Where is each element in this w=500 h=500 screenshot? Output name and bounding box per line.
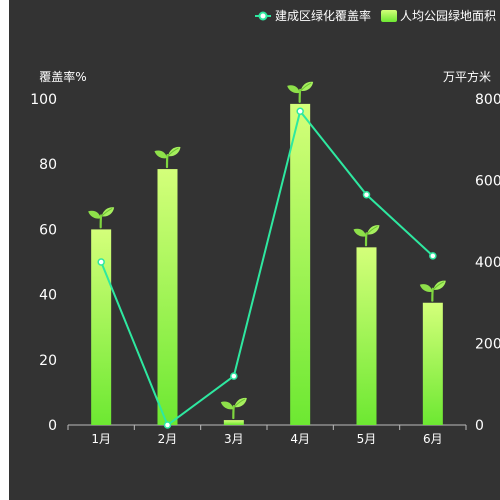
legend-line-marker-dot (258, 11, 268, 21)
line-point (362, 191, 371, 199)
bar (157, 169, 178, 425)
series-line (100, 109, 434, 427)
x-tick-label: 4月 (290, 432, 310, 446)
line-series (97, 107, 437, 429)
line-point (230, 372, 238, 380)
bar (356, 247, 377, 425)
x-tick-label: 2月 (158, 432, 178, 446)
x-tick-label: 3月 (224, 432, 244, 446)
y-left-tick-label: 80 (39, 157, 57, 173)
bar-series (91, 103, 443, 425)
legend-item-line[interactable]: 建成区绿化覆盖率 (255, 8, 371, 23)
y-right-axis: 0 200 400 600 800 (475, 92, 500, 434)
x-tick-label: 5月 (357, 432, 377, 446)
sprout-icons (87, 80, 447, 420)
y-left-tick-label: 20 (39, 353, 57, 369)
legend-item-bar[interactable]: 人均公园绿地面积 (381, 8, 496, 23)
sprout-icon (153, 146, 182, 169)
line-point (429, 252, 437, 260)
y-right-axis-title: 万平方米 (443, 69, 491, 84)
x-tick-label: 1月 (91, 432, 111, 446)
y-left-tick-label: 60 (39, 222, 57, 238)
y-left-axis: 0 20 40 60 80 100 (30, 92, 57, 434)
legend-bar-marker (381, 10, 397, 22)
sprout-icon (418, 279, 447, 302)
y-right-tick-label: 0 (475, 418, 484, 434)
bar (290, 103, 311, 425)
chart-panel: 建成区绿化覆盖率 人均公园绿地面积 覆盖率% 万平方米 0 20 40 60 80 100… (9, 0, 500, 500)
y-right-tick-label: 200 (475, 337, 500, 353)
bar (91, 229, 112, 425)
line-point (296, 107, 304, 115)
sprout-icon (219, 397, 248, 420)
sprout-icon (352, 224, 381, 247)
x-axis: 1月 2月 3月 4月 5月 6月 (67, 425, 467, 446)
y-left-tick-label: 0 (48, 418, 57, 434)
x-tick-label: 6月 (423, 432, 443, 446)
y-left-tick-label: 100 (30, 92, 57, 108)
bar (223, 420, 244, 425)
legend: 建成区绿化覆盖率 人均公园绿地面积 (255, 8, 496, 23)
legend-label-bar: 人均公园绿地面积 (400, 8, 496, 23)
sprout-icon (286, 80, 315, 103)
y-left-tick-label: 40 (39, 288, 57, 304)
y-left-axis-title: 覆盖率% (39, 69, 86, 84)
line-point (163, 421, 172, 429)
y-right-tick-label: 400 (475, 255, 500, 271)
sprout-icon (87, 206, 116, 229)
y-right-tick-label: 600 (475, 174, 500, 190)
combo-chart: 建成区绿化覆盖率 人均公园绿地面积 覆盖率% 万平方米 0 20 40 60 80 100… (30, 8, 500, 446)
y-right-tick-label: 800 (475, 92, 500, 108)
legend-label-line: 建成区绿化覆盖率 (275, 8, 371, 23)
bar (422, 302, 443, 425)
line-point (97, 258, 105, 266)
